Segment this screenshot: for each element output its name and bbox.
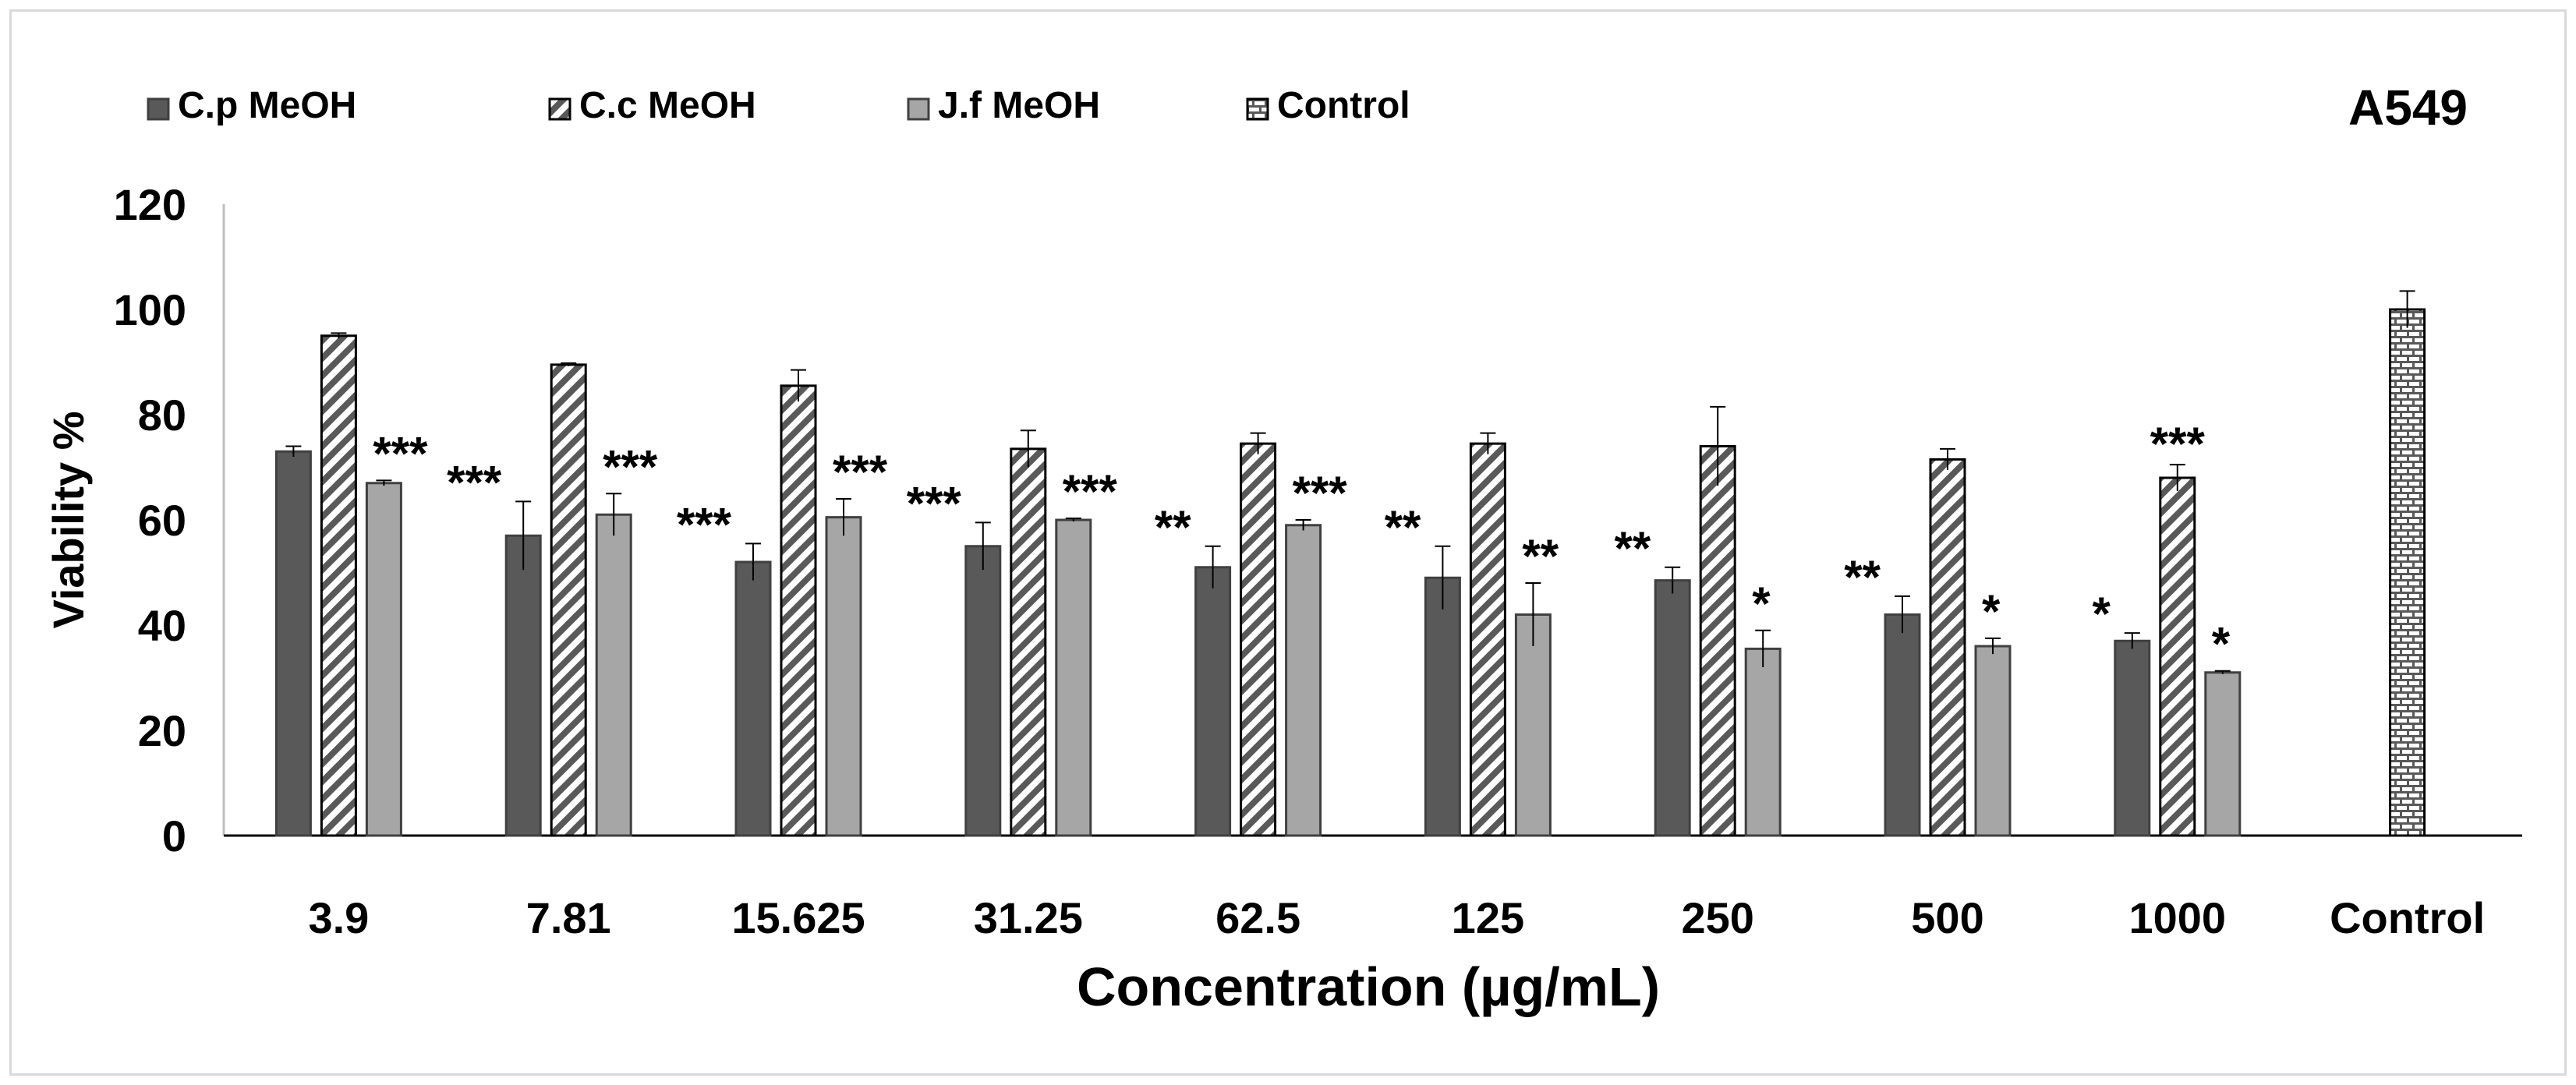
significance-label: ** — [1614, 522, 1651, 574]
significance-label: *** — [1063, 465, 1118, 518]
significance-label: * — [1982, 585, 2001, 638]
bar — [2159, 476, 2196, 837]
y-tick-label: 40 — [138, 601, 186, 650]
bar — [780, 384, 817, 837]
bar — [1194, 566, 1232, 837]
legend-label: C.p MeOH — [178, 85, 356, 126]
significance-label: ** — [1844, 551, 1881, 603]
y-tick-label: 80 — [138, 391, 186, 440]
bar — [2389, 308, 2426, 837]
significance-label: ** — [1385, 501, 1421, 553]
bar — [274, 450, 312, 837]
chart-title: A549 — [2348, 80, 2468, 136]
bar — [504, 534, 542, 837]
bar — [320, 334, 357, 837]
legend-label: J.f MeOH — [938, 85, 1100, 126]
legend-swatch — [548, 97, 571, 121]
significance-label: ** — [1522, 530, 1559, 582]
x-tick-label: 3.9 — [308, 893, 369, 942]
significance-label: ** — [1155, 501, 1191, 553]
significance-label: *** — [603, 440, 658, 493]
bar — [1469, 442, 1506, 837]
x-tick-label: 7.81 — [526, 893, 611, 942]
bar-chart: A549 C.p MeOH C.c MeOH J.f MeOH Control 0 20… — [44, 80, 2522, 1017]
legend-swatch — [907, 97, 930, 121]
legend-label: Control — [1277, 85, 1410, 126]
legend-label: C.c MeOH — [579, 85, 756, 126]
significance-label: *** — [447, 456, 502, 508]
bar — [365, 482, 402, 837]
significance-label: *** — [833, 446, 888, 498]
bar — [1699, 445, 1736, 837]
bar — [1514, 613, 1552, 837]
significance-label: * — [1752, 578, 1771, 630]
significance-label: *** — [1293, 467, 1348, 519]
y-axis: 0 20 40 60 80 100 120 — [114, 180, 225, 861]
y-tick-label: 20 — [138, 706, 186, 755]
bar — [964, 545, 1002, 837]
bar — [595, 513, 632, 837]
bar — [1744, 647, 1782, 837]
bar — [734, 560, 772, 837]
chart-frame: A549 C.p MeOH C.c MeOH J.f MeOH Control 0 20… — [9, 9, 2567, 1076]
x-tick-label: Control — [2330, 893, 2485, 942]
x-tick-label: 15.625 — [731, 893, 865, 942]
y-tick-label: 120 — [114, 180, 186, 229]
x-tick-label: 250 — [1681, 893, 1753, 942]
bar — [1424, 576, 1461, 837]
x-tick-label: 500 — [1911, 893, 1983, 942]
significance-label: *** — [2150, 418, 2206, 470]
bar — [2204, 671, 2242, 837]
x-tick-label: 31.25 — [974, 893, 1083, 942]
bar — [1884, 613, 1921, 837]
y-tick-label: 100 — [114, 285, 186, 334]
x-tick-label: 1000 — [2129, 893, 2227, 942]
legend-swatch — [1246, 97, 1269, 121]
y-tick-label: 60 — [138, 496, 186, 545]
bars: ****** ************ ************ ****** ****… — [274, 290, 2426, 837]
y-tick-label: 0 — [162, 811, 186, 861]
bar — [825, 516, 862, 837]
x-tick-label: 62.5 — [1215, 893, 1300, 942]
legend-swatch — [147, 97, 170, 121]
bar — [1654, 579, 1691, 837]
bar — [1929, 458, 1966, 837]
significance-label: *** — [677, 498, 732, 550]
bar — [1974, 645, 2012, 837]
significance-label: * — [2092, 588, 2111, 640]
legend: C.p MeOH C.c MeOH J.f MeOH Control — [147, 85, 1410, 126]
y-axis-label: Viability % — [44, 411, 93, 628]
x-tick-label: 125 — [1452, 893, 1524, 942]
bar — [2114, 639, 2151, 837]
bar — [1240, 442, 1277, 837]
bar — [550, 363, 587, 837]
bar — [1055, 518, 1092, 837]
x-axis: 3.9 7.81 15.625 31.25 62.5 125 250 500 1000 Contr… — [224, 834, 2522, 942]
bar — [1285, 524, 1322, 837]
x-axis-label: Concentration (µg/mL) — [1077, 956, 1660, 1017]
significance-label: * — [2212, 618, 2231, 670]
significance-label: *** — [373, 427, 428, 479]
bar — [1010, 447, 1047, 837]
significance-label: *** — [907, 477, 962, 529]
